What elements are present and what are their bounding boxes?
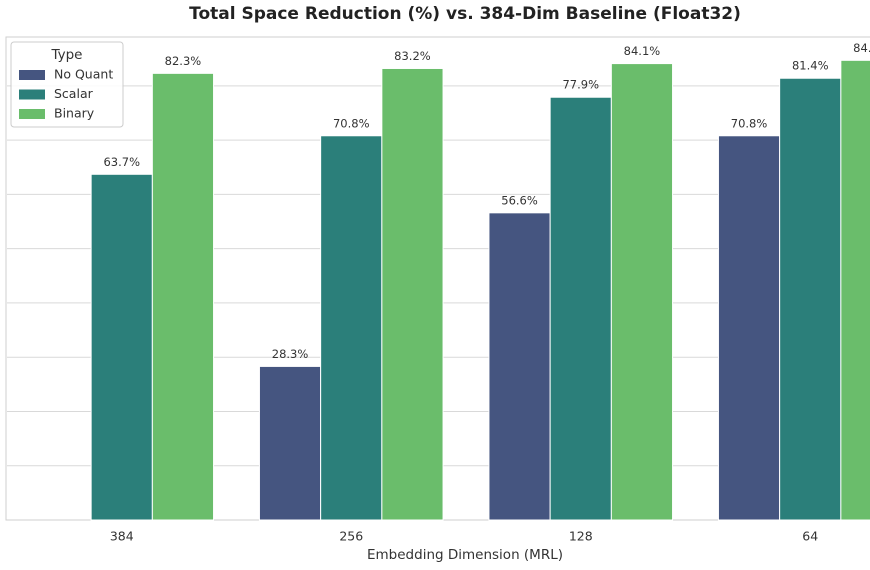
chart-title: Total Space Reduction (%) vs. 384-Dim Ba… (189, 4, 741, 24)
value-label: 70.8% (731, 116, 768, 130)
value-label: 77.9% (562, 78, 599, 92)
value-label: 81.4% (792, 59, 829, 73)
bar (381, 67, 444, 521)
x-tick-label: 64 (802, 529, 818, 544)
bar (717, 135, 781, 521)
legend-label: No Quant (54, 67, 113, 82)
value-label: 84.7% (853, 41, 870, 55)
value-label: 28.3% (272, 347, 309, 361)
x-tick-label: 128 (569, 529, 593, 544)
value-label: 56.6% (501, 193, 538, 207)
legend-box (10, 41, 124, 128)
legend-title: Type (50, 47, 82, 63)
legend-label: Scalar (54, 86, 94, 101)
bar (549, 96, 612, 521)
bar (840, 59, 870, 521)
value-label: 84.1% (624, 44, 661, 58)
value-label: 82.3% (165, 54, 202, 68)
x-axis-label: Embedding Dimension (MRL) (367, 547, 563, 563)
bar (488, 212, 551, 521)
value-label: 63.7% (103, 155, 140, 169)
x-tick-label: 256 (339, 529, 363, 544)
bar (258, 365, 322, 521)
legend-label: Binary (54, 106, 95, 121)
bar (90, 173, 153, 521)
bar (151, 72, 215, 521)
bar (779, 77, 842, 521)
bars: 63.7% 82.3% 28.3% 70.8% 83.2% 56.6% 77.9% 84.1%… (90, 41, 870, 521)
legend-swatch (19, 109, 45, 119)
bar (320, 135, 383, 521)
value-label: 70.8% (333, 116, 370, 130)
x-tick-label: 384 (110, 529, 134, 544)
legend-swatch (19, 89, 45, 100)
legend: Type No Quant Scalar Binary (10, 41, 124, 128)
legend-swatch (19, 70, 45, 80)
plot-frame (5, 36, 870, 521)
bar (610, 63, 674, 521)
value-label: 83.2% (394, 49, 431, 63)
